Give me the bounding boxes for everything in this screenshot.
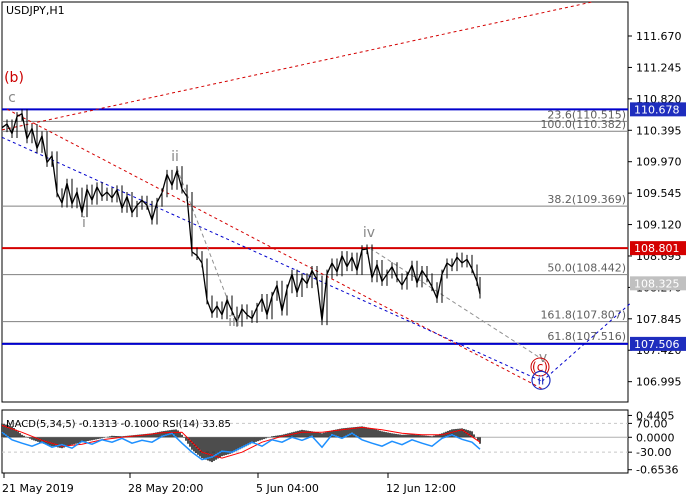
x-tick-label-0: 21 May 2019: [2, 482, 74, 495]
y-tick-label-9: 107.845: [636, 313, 682, 326]
ind-tick-label-2: 0.0000: [636, 431, 675, 444]
ind-tick-label-1: 70.00: [636, 417, 668, 430]
wave-label-3: ii: [171, 149, 179, 165]
level-label-3: 50.0(108.442): [547, 262, 626, 275]
indicator-pane-border: [1, 409, 629, 474]
y-tick-label-0: 111.670: [636, 30, 682, 43]
x-tick-label-2: 5 Jun 04:00: [256, 482, 319, 495]
level-label-5: 61.8(107.516): [547, 330, 626, 343]
wave-label-5: iv: [363, 225, 375, 241]
y-tick-label-3: 110.395: [636, 124, 682, 137]
x-tick-label-1: 28 May 20:00: [128, 482, 203, 495]
level-lines: 23.6(110.515)100.0(110.382) 38.2(109.369)…: [2, 108, 628, 345]
y-tick-label-1: 111.245: [636, 61, 682, 74]
trend-lines: [1, 1, 631, 390]
price-tags: 110.678 108.801 108.325 107.506: [630, 102, 686, 351]
wave-label-1: c: [8, 90, 16, 106]
price-tag-label-1: 108.801: [634, 242, 680, 255]
chart-title: USDJPY,H1: [6, 4, 65, 17]
x-tick-label-3: 12 Jun 12:00: [386, 482, 456, 495]
wave-label-4: iii: [228, 314, 240, 330]
wave-label-8: ii: [538, 373, 545, 387]
x-axis: 21 May 2019 28 May 20:00 5 Jun 04:00 12 Jun…: [2, 473, 456, 495]
ind-tick-label-4: -0.6536: [636, 464, 678, 477]
indicator-series: [1, 422, 628, 463]
price-tag-label-3: 107.506: [634, 338, 680, 351]
level-label-1: 100.0(110.382): [540, 118, 626, 131]
price-tag-box-3: [630, 336, 686, 351]
price-tag-box-2: [630, 276, 686, 291]
trend-line-1: [6, 108, 543, 390]
y-tick-label-6: 109.120: [636, 219, 682, 232]
wave-label-7: (c): [532, 360, 548, 374]
y-tick-label-5: 109.545: [636, 187, 682, 200]
rsi-line: [1, 431, 481, 461]
trend-line-4: [369, 247, 543, 360]
indicator-label: MACD(5,34,5) -0.1313 -0.1000 RSI(14) 33.…: [6, 419, 231, 430]
wave-circle-blue: [531, 370, 551, 390]
level-label-2: 38.2(109.369): [547, 193, 626, 206]
price-tag-box-0: [630, 102, 686, 117]
y-tick-label-4: 109.970: [636, 156, 682, 169]
price-tag-box-1: [630, 241, 686, 256]
level-label-4: 161.8(107.807): [540, 309, 626, 322]
macd-signal-line: [1, 424, 481, 459]
wave-circle-red: [530, 357, 550, 377]
trend-line-5: [176, 168, 235, 317]
price-tag-label-2: 108.325: [634, 277, 680, 290]
main-pane-border: [1, 1, 629, 403]
trend-line-3: [541, 303, 631, 382]
wave-label-0: (b): [4, 70, 24, 86]
wave-label-2: i: [82, 215, 86, 231]
y-tick-label-11: 106.995: [636, 376, 682, 389]
price-tag-label-0: 110.678: [634, 103, 680, 116]
ind-tick-label-0: 0.4405: [636, 409, 675, 422]
trend-line-0: [1, 1, 593, 131]
ind-tick-label-3: -30.00: [636, 446, 671, 459]
price-series: [1, 109, 481, 327]
level-label-0: 23.6(110.515): [547, 108, 626, 121]
trend-line-2: [1, 136, 543, 382]
